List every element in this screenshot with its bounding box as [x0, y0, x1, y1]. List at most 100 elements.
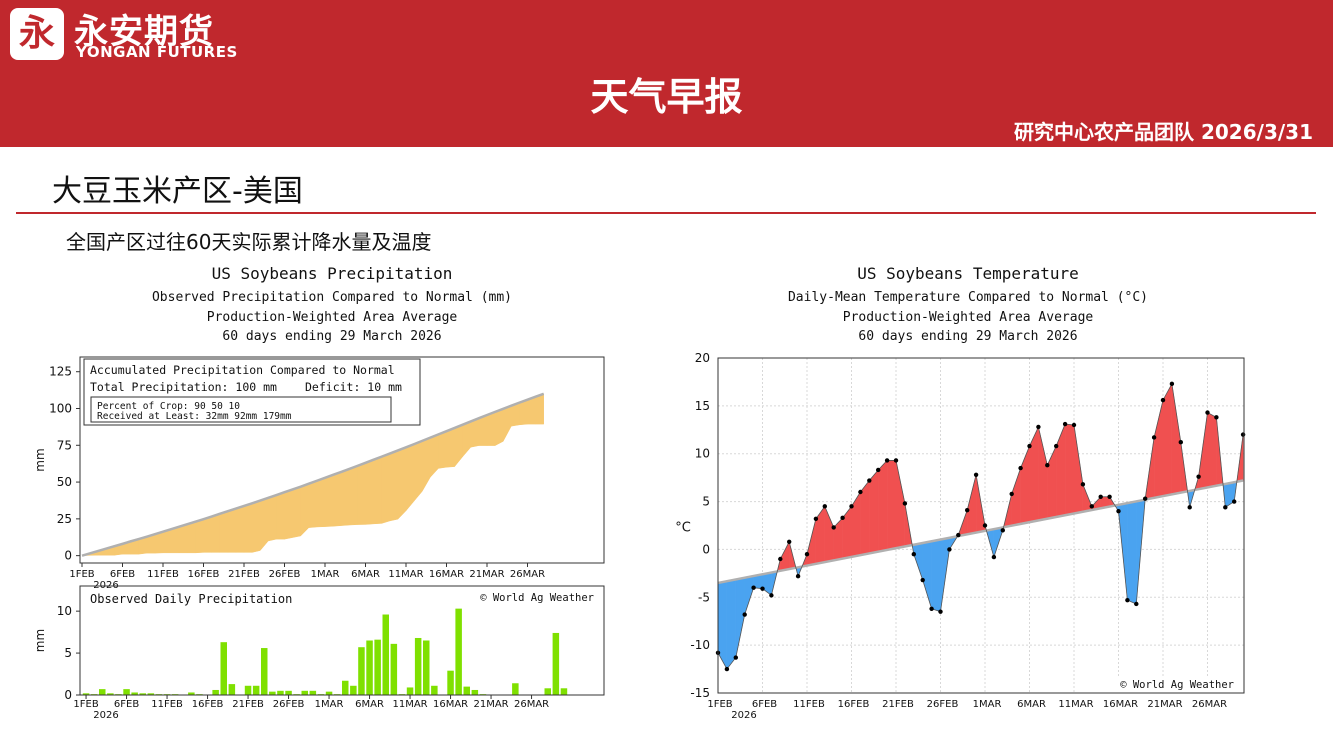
precip-x-tick-label: 16MAR [429, 569, 464, 580]
precip-chart-subtitle: Observed Precipitation Compared to Norma… [152, 290, 512, 305]
precip-y-tick-label: 75 [57, 438, 72, 452]
temp-point [787, 539, 792, 544]
daily-precip-bar [301, 690, 308, 695]
temp-point [1196, 474, 1201, 479]
daily-precip-x-tick-label: 1MAR [315, 699, 344, 710]
precip-diff-area [535, 393, 544, 425]
temp-credit: © World Ag Weather [1120, 679, 1234, 691]
daily-precip-bar [261, 648, 268, 695]
section-subtitle: 全国产区过往60天实际累计降水量及温度 [66, 230, 432, 254]
temp-x-tick-label: 26FEB [927, 699, 959, 710]
temp-chart-subtitle: Daily-Mean Temperature Compared to Norma… [788, 290, 1148, 305]
daily-precip-x-tick-label: 6FEB [114, 699, 139, 710]
temp-point [929, 606, 934, 611]
precip-diff-area [462, 421, 472, 458]
precip-x-tick-label: 11MAR [388, 569, 423, 580]
temp-point [769, 593, 774, 598]
temp-point [1018, 465, 1023, 471]
temp-anomaly-area [1055, 423, 1066, 518]
precip-chart-subtitle: 60 days ending 29 March 2026 [222, 329, 441, 344]
precip-y-tick-label: 100 [49, 402, 72, 416]
daily-precip-bar [560, 688, 568, 695]
daily-precip-bar [139, 693, 146, 695]
temp-point [1107, 494, 1112, 499]
daily-precip-bar [512, 683, 519, 695]
precip-info-received-row: Received at Least: 32mm 92mm 179mm [97, 411, 292, 422]
precip-diff-area [478, 414, 488, 446]
daily-precip-bar [325, 691, 333, 695]
temp-anomaly-area [931, 539, 941, 612]
precip-chart-subtitle: Production-Weighted Area Average [207, 310, 458, 325]
temp-anomaly-area [851, 491, 861, 558]
daily-precip-bar [123, 689, 130, 695]
temp-anomaly-area [1038, 426, 1048, 521]
daily-precip-bar [228, 684, 236, 695]
daily-precip-y-axis-label: mm [33, 629, 47, 652]
precip-x-tick-label: 26FEB [269, 569, 301, 580]
precip-diff-area [178, 523, 188, 554]
precip-diff-area [227, 508, 237, 553]
report-meta: 研究中心农产品团队 2026/3/31 [1014, 120, 1313, 144]
temp-point [1232, 499, 1237, 504]
daily-precip-bar [463, 686, 470, 695]
temp-point [778, 556, 783, 562]
precip-diff-area [365, 459, 374, 525]
daily-precip-bar [188, 692, 195, 695]
precip-x-tick-label: 21FEB [228, 569, 260, 580]
daily-precip-bar [423, 640, 430, 695]
temp-point [920, 577, 925, 583]
daily-precip-bar [552, 632, 560, 695]
daily-precip-bar [358, 647, 365, 695]
daily-precip-bar [431, 685, 438, 695]
temp-anomaly-area [1011, 468, 1021, 526]
precip-diff-area [235, 505, 245, 553]
temp-point [1223, 505, 1228, 510]
temp-point [831, 525, 836, 530]
temp-credit-bg [1110, 677, 1236, 692]
daily-precip-bar [390, 643, 398, 695]
temp-anomaly-area [1073, 424, 1084, 514]
precip-x-tick-label: 21MAR [469, 569, 504, 580]
precip-diff-area [284, 489, 293, 540]
daily-precip-bar [212, 689, 219, 695]
temp-anomaly-area [1153, 400, 1164, 499]
precip-diff-area [389, 450, 399, 522]
daily-precip-bar [147, 693, 155, 695]
precip-x-tick-label: 11FEB [147, 569, 179, 580]
daily-precip-bar [285, 690, 292, 695]
daily-precip-y-tick-label: 5 [64, 646, 72, 660]
daily-precip-bar [406, 687, 414, 695]
temp-point [973, 472, 979, 477]
precip-accum-plot: 0 25 50 75 100 125 mm 1FEB 6FEB 11FEB 16FEB 21FEB 26… [33, 356, 605, 591]
precip-x-tick-label: 6MAR [351, 569, 380, 580]
temp-plot: -15 -10 -5 0 5 10 15 20 °C 1FEB 6FEB 11FEB 16FEB 21FE… [675, 351, 1246, 721]
daily-precip-y-tick-label: 0 [64, 688, 72, 702]
temp-point [893, 458, 899, 463]
temp-anomaly-area [744, 575, 754, 615]
daily-precip-bar [447, 670, 454, 695]
temp-plot-frame [717, 357, 1245, 694]
precip-diff-area [470, 417, 480, 448]
temp-point [733, 655, 738, 660]
daily-precip-x-tick-label: 16MAR [433, 699, 468, 710]
temp-anomaly-area [1225, 482, 1235, 508]
precip-diff-area [276, 491, 285, 540]
precip-diff-area [292, 486, 301, 538]
temp-anomaly-area [869, 469, 879, 554]
temp-anomaly-area [1064, 423, 1075, 516]
daily-precip-plot: 0 5 10 mm 1FEB 6FEB 11FEB 16FEB 21FEB 26FEB 1MAR 6M… [33, 585, 605, 721]
daily-precip-bar [277, 690, 284, 695]
precip-plot-frame [79, 356, 605, 564]
temp-observed-line [717, 382, 1244, 670]
temp-anomaly-area [806, 518, 817, 566]
daily-precip-bar [99, 689, 106, 695]
precip-diff-area [430, 434, 439, 478]
daily-precip-bar [382, 614, 389, 695]
precip-diff-area [421, 437, 431, 493]
temp-chart-title: US Soybeans Temperature [857, 264, 1079, 283]
precip-x-tick-label: 1FEB [69, 569, 94, 580]
temp-point [982, 523, 988, 528]
daily-precip-credit: © World Ag Weather [480, 592, 594, 604]
precip-y-tick-label: 0 [64, 549, 72, 563]
